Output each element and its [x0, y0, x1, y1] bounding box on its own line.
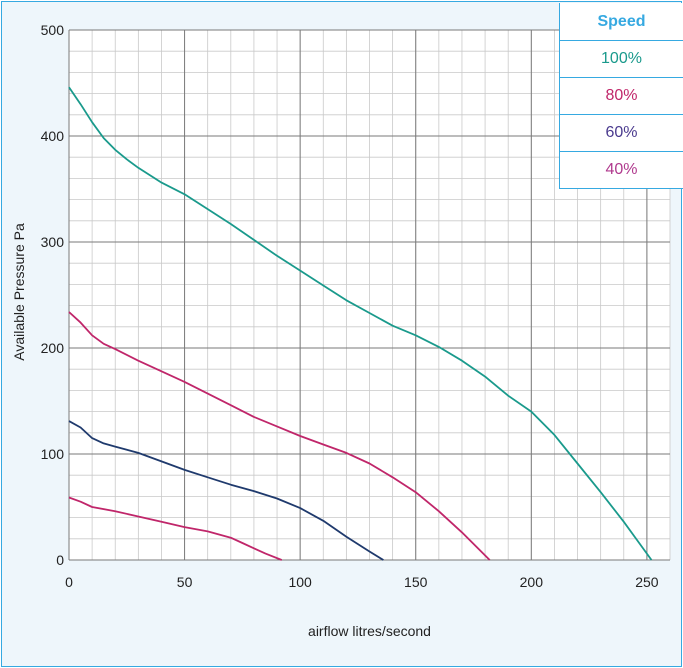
legend: Speed 100% 80% 60% 40%: [559, 3, 683, 189]
legend-entry-80: 80%: [560, 78, 683, 115]
series-line-40: [68, 496, 283, 561]
legend-entry-100: 100%: [560, 41, 683, 78]
x-tick-label: 150: [404, 574, 428, 590]
legend-entry-40: 40%: [605, 161, 638, 178]
y-tick-label: 100: [41, 446, 65, 462]
y-tick-label: 200: [41, 340, 65, 356]
x-axis-label: airflow litres/second: [308, 623, 431, 639]
series-line-80: [68, 311, 491, 561]
legend-title: Speed: [560, 3, 683, 41]
series-line-100: [68, 86, 653, 561]
x-tick-label: 0: [65, 574, 73, 590]
series-line-60: [68, 420, 384, 561]
x-tick-label: 50: [177, 574, 193, 590]
y-axis-label: Available Pressure Pa: [11, 223, 27, 361]
y-tick-label: 300: [41, 234, 65, 250]
y-tick-label: 500: [41, 22, 65, 38]
legend-entry-60: 60%: [560, 115, 683, 152]
x-tick-label: 100: [288, 574, 312, 590]
x-tick-label: 250: [635, 574, 659, 590]
x-tick-label: 200: [520, 574, 544, 590]
y-tick-label: 400: [41, 128, 65, 144]
y-tick-label: 0: [56, 552, 64, 568]
